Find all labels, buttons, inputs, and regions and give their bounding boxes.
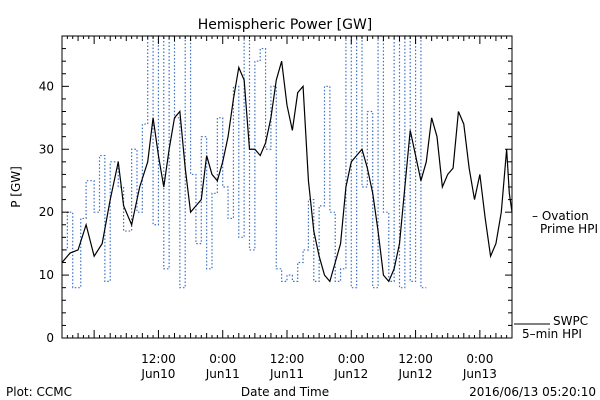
x-tick-label-time: 12:00 <box>141 352 176 366</box>
y-axis-label: P [GW] <box>9 166 23 208</box>
y-tick-label: 20 <box>39 205 54 219</box>
x-tick-label-date: Jun12 <box>398 367 433 381</box>
x-tick-label-time: 12:00 <box>398 352 433 366</box>
plot-credit: Plot: CCMC <box>6 385 72 399</box>
legend-swpc-line2: 5–min HPI <box>522 327 582 341</box>
y-tick-label: 10 <box>39 268 54 282</box>
series-ovation-prime-line <box>62 35 427 289</box>
legend: – Ovation Prime HPI SWPC 5–min HPI <box>514 209 598 341</box>
x-tick-label-date: Jun11 <box>269 367 304 381</box>
series-layer <box>61 35 513 289</box>
x-tick-label-date: Jun11 <box>205 367 240 381</box>
axis-layer: 01020304012:00Jun100:00Jun1112:00Jun110:… <box>39 35 513 381</box>
x-tick-label-time: 0:00 <box>209 352 236 366</box>
y-tick-label: 0 <box>46 331 54 345</box>
legend-ovation-line2: Prime HPI <box>540 222 598 236</box>
x-tick-label-date: Jun13 <box>462 367 497 381</box>
x-tick-label-time: 0:00 <box>466 352 493 366</box>
x-tick-label-date: Jun12 <box>333 367 368 381</box>
legend-swpc-line1: SWPC <box>553 314 588 328</box>
x-axis-label: Date and Time <box>241 385 329 399</box>
y-tick-label: 30 <box>39 142 54 156</box>
legend-ovation-line1: – Ovation <box>532 209 589 223</box>
plot-timestamp: 2016/06/13 05:20:10 <box>469 385 596 399</box>
x-tick-label-time: 12:00 <box>270 352 305 366</box>
y-tick-label: 40 <box>39 79 54 93</box>
chart-title: Hemispheric Power [GW] <box>198 17 373 33</box>
series-swpc-line <box>61 61 513 283</box>
plot-frame <box>61 35 513 339</box>
x-tick-label-time: 0:00 <box>338 352 365 366</box>
x-tick-label-date: Jun10 <box>140 367 175 381</box>
